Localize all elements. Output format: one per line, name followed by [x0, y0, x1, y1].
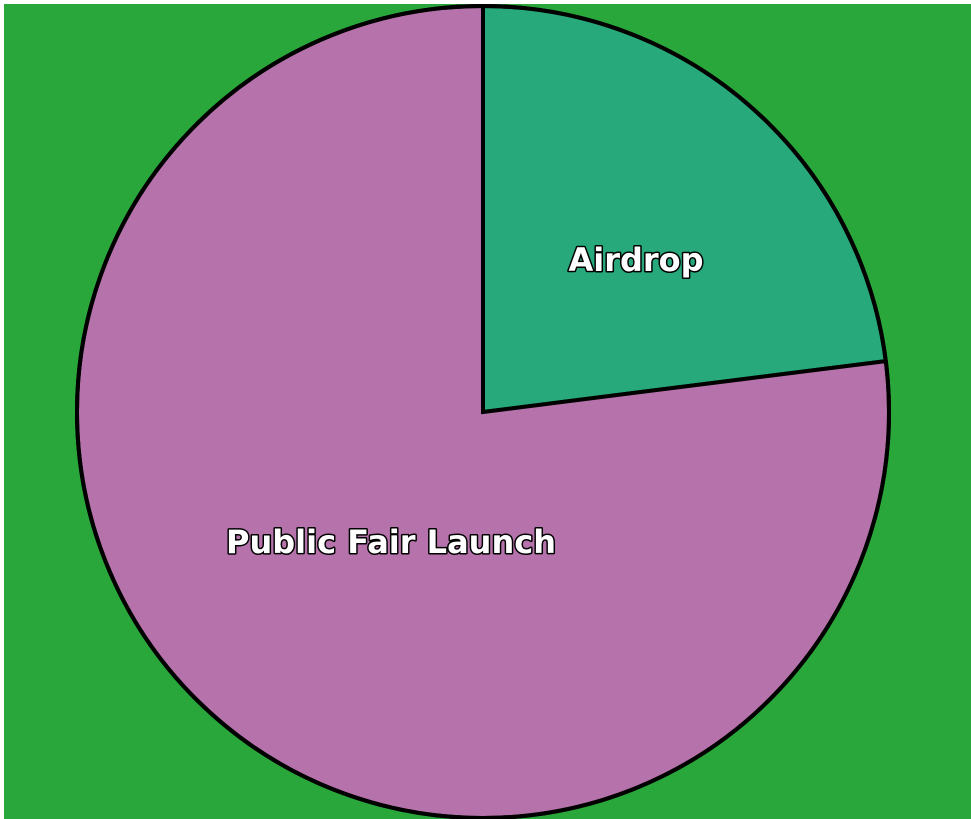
pie-outline	[75, 4, 891, 819]
chart-frame: Airdrop Public Fair Launch	[4, 4, 971, 819]
pie-labels: Airdrop Public Fair Launch	[225, 240, 706, 563]
slice-label-airdrop: Airdrop	[568, 241, 703, 279]
pie-chart: Airdrop Public Fair Launch	[4, 4, 971, 819]
pie-slices	[75, 4, 892, 819]
slice-label-public-fair-launch: Public Fair Launch	[226, 523, 556, 561]
